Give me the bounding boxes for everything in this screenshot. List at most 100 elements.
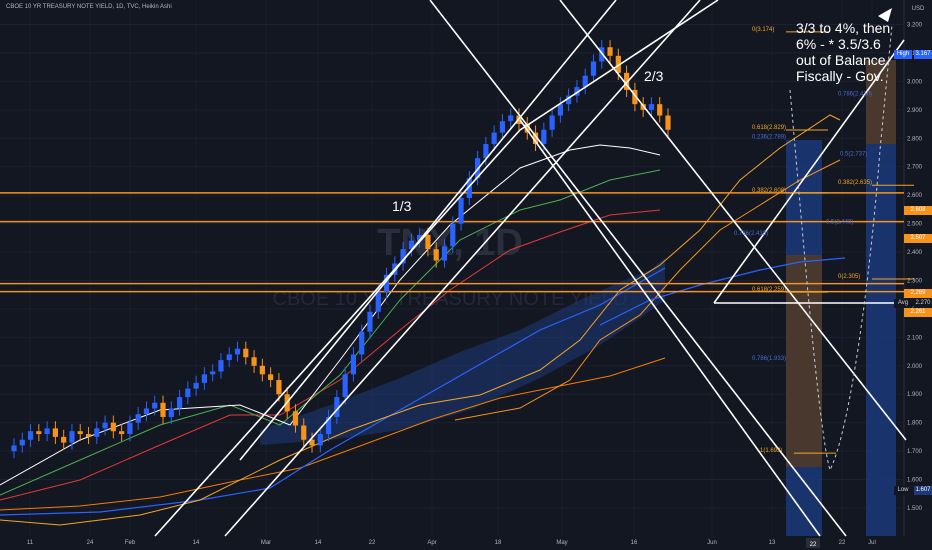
x-tick-label: 14 [193,540,200,546]
fib-faded-label: 0.236(2.789) [752,134,786,140]
x-tick-label: 22 [839,540,846,546]
y-tick-label: 2.100 [907,335,923,341]
level-tag-2507: 2.507 [904,234,932,243]
candle-body [491,132,497,144]
fib-faded-label: 0.786(2.410) [838,92,872,98]
ma-white-line [0,144,661,486]
candle-body [119,431,125,435]
forecast-zone-brown-2 [866,60,896,144]
candle-body [317,434,323,446]
trend-channel-middle [224,0,701,537]
candle-body [615,55,621,73]
avg-value-tag: 2.270 [914,299,932,308]
candle-body [466,178,472,199]
candle-body [499,121,506,133]
candle-body [276,380,282,395]
chart-title: CBOE 10 YR TREASURY NOTE YIELD, 1D, TVC,… [6,4,172,10]
y-tick-label: 3.000 [907,79,923,85]
candle-body [549,115,555,130]
candle-body [557,104,563,116]
candle-body [168,408,174,417]
ma-blue-line [0,267,666,516]
candle-body [309,439,315,446]
ichimoku-cloud [260,258,665,445]
candle-body [458,198,464,224]
candle-body [201,374,208,383]
candle-body [143,408,150,415]
fib-faded-label: 0.786(2.433) [734,231,768,237]
candle-body [102,422,108,429]
candle-body [425,234,431,250]
candle-body [176,397,183,409]
x-tick-label: Apr [427,540,436,546]
trend-channel-upper [239,0,617,461]
x-cursor-date-label: 22 [810,542,817,548]
watermark-symbol: TNX, 1D [377,222,523,264]
candle-body [36,431,42,435]
candle-body [110,422,116,432]
high-label: High [894,50,912,59]
y-tick-label: 3.200 [907,23,923,29]
candle-body [27,431,34,440]
forecast-zone-brown [786,255,822,467]
y-tick-label: 1.700 [907,449,923,455]
y-tick-label: 2.800 [907,136,923,142]
candle-body [566,95,572,105]
fib-right-label: 0(2.305) [838,274,860,280]
candle-body [342,374,348,398]
low-value-tag: 1.607 [914,486,932,495]
ma-orange-line [0,357,666,511]
candle-body [417,234,423,241]
level-tag-2608: 2.608 [904,206,932,215]
trend-channel-lower-ext [519,0,719,131]
y-tick-label: 2.900 [907,108,923,114]
x-tick-label: Jul [868,540,876,546]
candle-body [127,422,133,435]
candle-body [185,388,191,398]
x-cursor-date-box [806,538,820,548]
candle-body [85,434,92,437]
x-tick-label: 13 [769,540,776,546]
y-tick-label: 1.500 [907,506,923,512]
y-tick-label: 2.300 [907,278,923,284]
projection-up-line [713,39,905,304]
candle-body [268,374,274,381]
candle-body [325,416,332,435]
downtrend-line-2 [559,0,907,441]
candle-body [359,331,365,355]
candle-body [648,104,655,110]
candle-body [408,240,414,250]
fib-faded-label: 0.5(2.737) [840,151,867,157]
fib-top-label: 0.618(2.259) [752,287,786,293]
y-tick-label: 2.600 [907,193,923,199]
low-label: Low [894,486,912,495]
candle-body [251,357,257,366]
candle-body [441,246,448,261]
forecast-path [789,24,893,472]
x-tick-label: Feb [125,540,136,546]
price-axis-panel [904,0,932,550]
annotation-forecast-note: 3/3 to 4%, then 6% - * 3.5/3.6 out of Ba… [796,20,891,84]
x-tick-label: 18 [495,540,502,546]
x-tick-label: Jun [707,540,717,546]
candle-body [152,402,158,409]
candle-body [632,89,638,105]
candle-body [433,249,439,261]
y-tick-label: 2.700 [907,165,923,171]
trend-channel-lower [154,129,521,537]
downtrend-line-3 [519,119,821,537]
candle-body [226,354,232,361]
candle-body [508,115,514,122]
candle-body [665,115,671,130]
candle-body [19,439,25,446]
candle-body [657,104,663,116]
x-tick-label: 14 [315,540,322,546]
fib-top-label: 0.382(2.608) [752,188,786,194]
candle-body [532,132,539,144]
candle-body [234,348,241,355]
x-tick-label: 24 [87,540,94,546]
fib-bottom-label: 1(1.693) [760,448,782,454]
candle-body [160,402,166,417]
y-tick-label: 2.400 [907,250,923,256]
